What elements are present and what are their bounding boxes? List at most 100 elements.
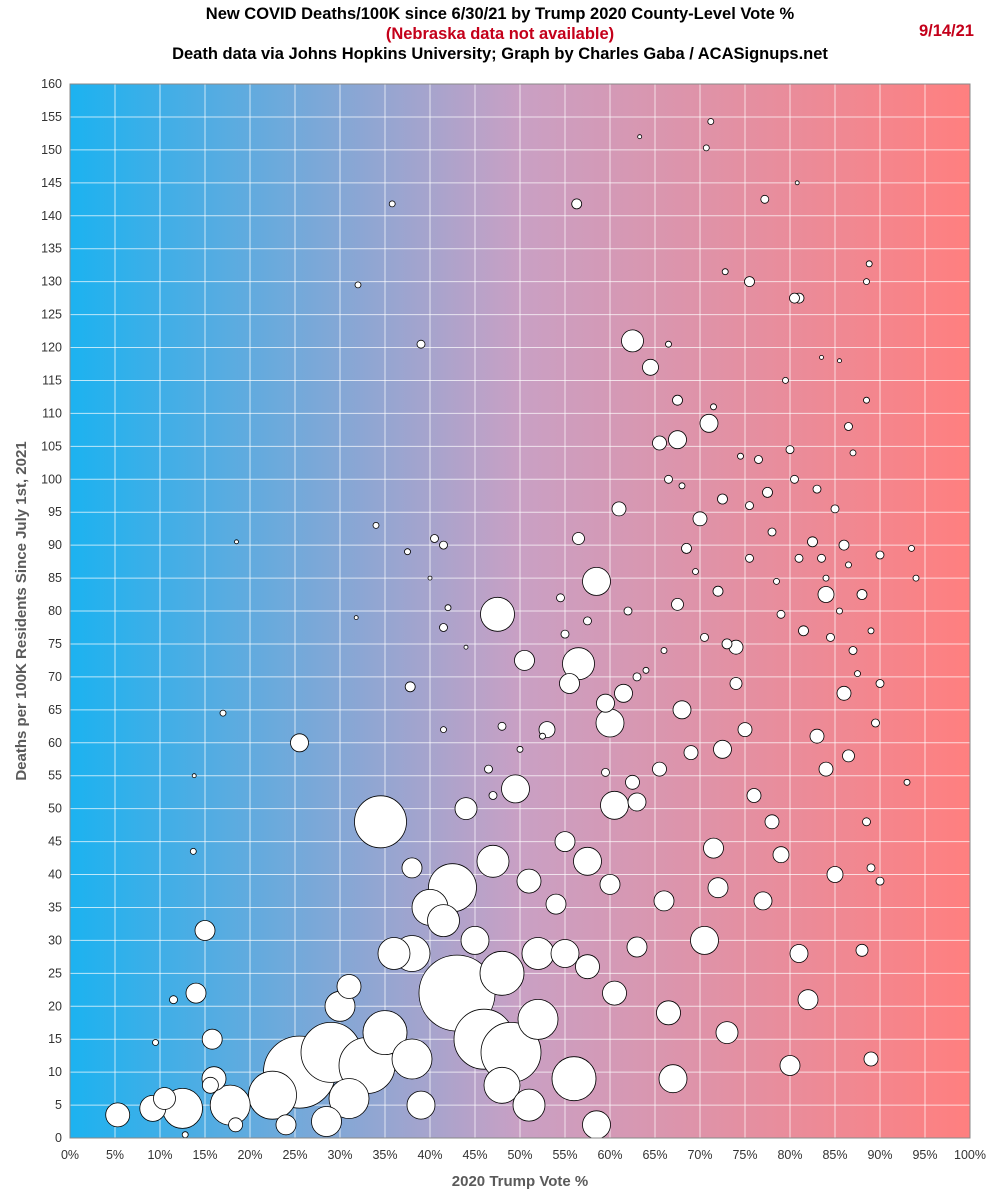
data-point xyxy=(746,788,762,803)
data-point xyxy=(671,598,684,611)
data-point xyxy=(516,745,524,753)
data-point xyxy=(826,866,844,883)
data-point xyxy=(830,504,840,514)
y-tick-label: 130 xyxy=(41,275,62,289)
data-point xyxy=(479,950,525,996)
data-point xyxy=(744,276,755,288)
data-point xyxy=(463,644,469,650)
data-point xyxy=(642,666,650,674)
data-point xyxy=(582,1110,611,1138)
data-point xyxy=(234,539,239,545)
data-point xyxy=(488,791,498,800)
data-point xyxy=(440,726,447,733)
data-point xyxy=(181,1131,189,1138)
data-point xyxy=(760,194,770,204)
data-point xyxy=(737,452,744,460)
data-point xyxy=(842,749,855,763)
data-point xyxy=(596,693,615,713)
data-point xyxy=(404,548,411,556)
data-point xyxy=(153,1087,176,1110)
data-point xyxy=(794,553,804,563)
data-point xyxy=(862,817,871,827)
x-tick-label: 50% xyxy=(507,1148,532,1162)
x-tick-label: 65% xyxy=(642,1148,667,1162)
data-point xyxy=(652,761,667,777)
data-point xyxy=(762,486,773,498)
x-tick-label: 0% xyxy=(61,1148,79,1162)
data-point xyxy=(656,1000,681,1026)
data-point xyxy=(573,846,602,876)
data-point xyxy=(372,522,380,529)
data-point xyxy=(699,413,719,433)
data-point xyxy=(668,430,687,450)
data-point xyxy=(625,774,640,790)
data-point xyxy=(782,376,789,384)
data-point xyxy=(427,904,460,937)
y-tick-label: 35 xyxy=(48,900,62,914)
data-point xyxy=(713,739,732,759)
data-point xyxy=(838,539,850,551)
data-point xyxy=(653,890,675,912)
data-point xyxy=(652,435,667,451)
data-point xyxy=(311,1106,342,1137)
data-point xyxy=(855,943,869,957)
y-tick-label: 65 xyxy=(48,703,62,717)
x-tick-label: 70% xyxy=(687,1148,712,1162)
data-point xyxy=(554,831,576,852)
data-point xyxy=(595,708,625,738)
data-point xyxy=(521,937,555,970)
y-tick-label: 95 xyxy=(48,505,62,519)
data-point xyxy=(767,527,777,537)
data-point xyxy=(602,980,627,1006)
data-point xyxy=(745,501,754,511)
data-point xyxy=(228,1117,244,1133)
data-point xyxy=(621,329,644,353)
y-tick-label: 0 xyxy=(55,1131,62,1145)
grid-lines xyxy=(69,83,971,1139)
data-point xyxy=(551,1056,597,1102)
data-point xyxy=(908,545,915,552)
data-point xyxy=(717,493,728,505)
data-point xyxy=(845,561,852,569)
data-point xyxy=(583,616,592,626)
data-point xyxy=(626,936,648,958)
y-tick-label: 150 xyxy=(41,143,62,157)
data-point xyxy=(582,567,611,596)
data-point xyxy=(404,681,416,693)
y-tick-label: 135 xyxy=(41,242,62,256)
data-point xyxy=(480,596,515,632)
data-point xyxy=(692,511,708,527)
x-tick-label: 30% xyxy=(327,1148,352,1162)
data-point xyxy=(483,1066,521,1104)
data-point xyxy=(336,974,362,999)
chart-date: 9/14/21 xyxy=(918,22,974,40)
y-tick-label: 10 xyxy=(48,1065,62,1079)
data-point xyxy=(672,394,683,406)
data-point xyxy=(512,1088,546,1122)
data-point xyxy=(664,474,673,484)
y-tick-label: 70 xyxy=(48,670,62,684)
data-point xyxy=(514,650,535,671)
y-axis-label: Deaths per 100K Residents Since July 1st… xyxy=(13,441,30,780)
x-tick-label: 45% xyxy=(462,1148,487,1162)
data-point xyxy=(545,893,567,915)
y-tick-label: 60 xyxy=(48,736,62,750)
data-point xyxy=(377,937,411,970)
data-point xyxy=(678,482,686,490)
data-point xyxy=(818,761,834,777)
data-point xyxy=(444,604,452,612)
data-point xyxy=(185,982,207,1004)
data-point xyxy=(600,790,629,820)
data-point xyxy=(779,1055,801,1076)
data-point xyxy=(807,536,818,548)
y-tick-label: 100 xyxy=(41,472,62,486)
data-point xyxy=(700,633,709,642)
data-point xyxy=(702,144,710,152)
y-tick-label: 105 xyxy=(41,439,62,453)
data-point xyxy=(665,340,672,348)
data-point xyxy=(194,920,216,941)
data-point xyxy=(476,844,510,878)
data-point xyxy=(189,848,197,855)
data-point xyxy=(460,926,490,955)
